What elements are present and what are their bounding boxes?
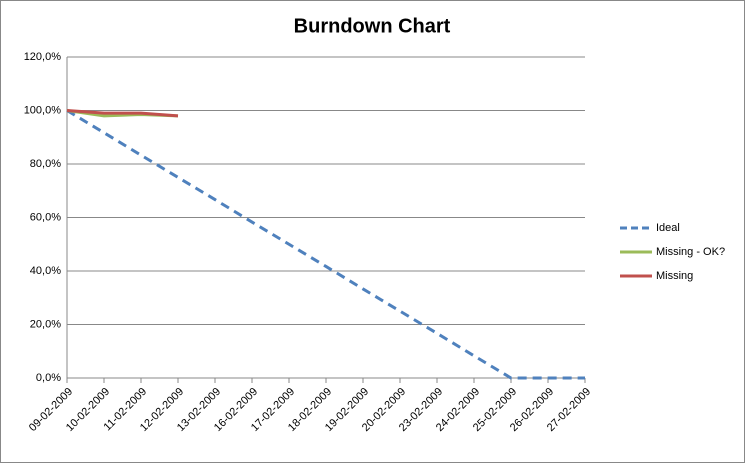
y-tick-label: 20,0%: [30, 318, 61, 330]
y-tick-label: 100,0%: [24, 104, 62, 116]
series-line: [66, 109, 585, 380]
series-line: [66, 109, 179, 118]
y-tick-label: 0,0%: [36, 372, 61, 384]
y-tick-label: 80,0%: [30, 158, 61, 170]
y-tick-label: 40,0%: [30, 265, 61, 277]
legend-label: Missing - OK?: [656, 246, 725, 258]
y-tick-label: 60,0%: [30, 211, 61, 223]
legend-label: Ideal: [656, 222, 680, 234]
y-tick-label: 120,0%: [24, 51, 62, 63]
legend-label: Missing: [656, 270, 693, 282]
chart-title: Burndown Chart: [294, 15, 451, 37]
